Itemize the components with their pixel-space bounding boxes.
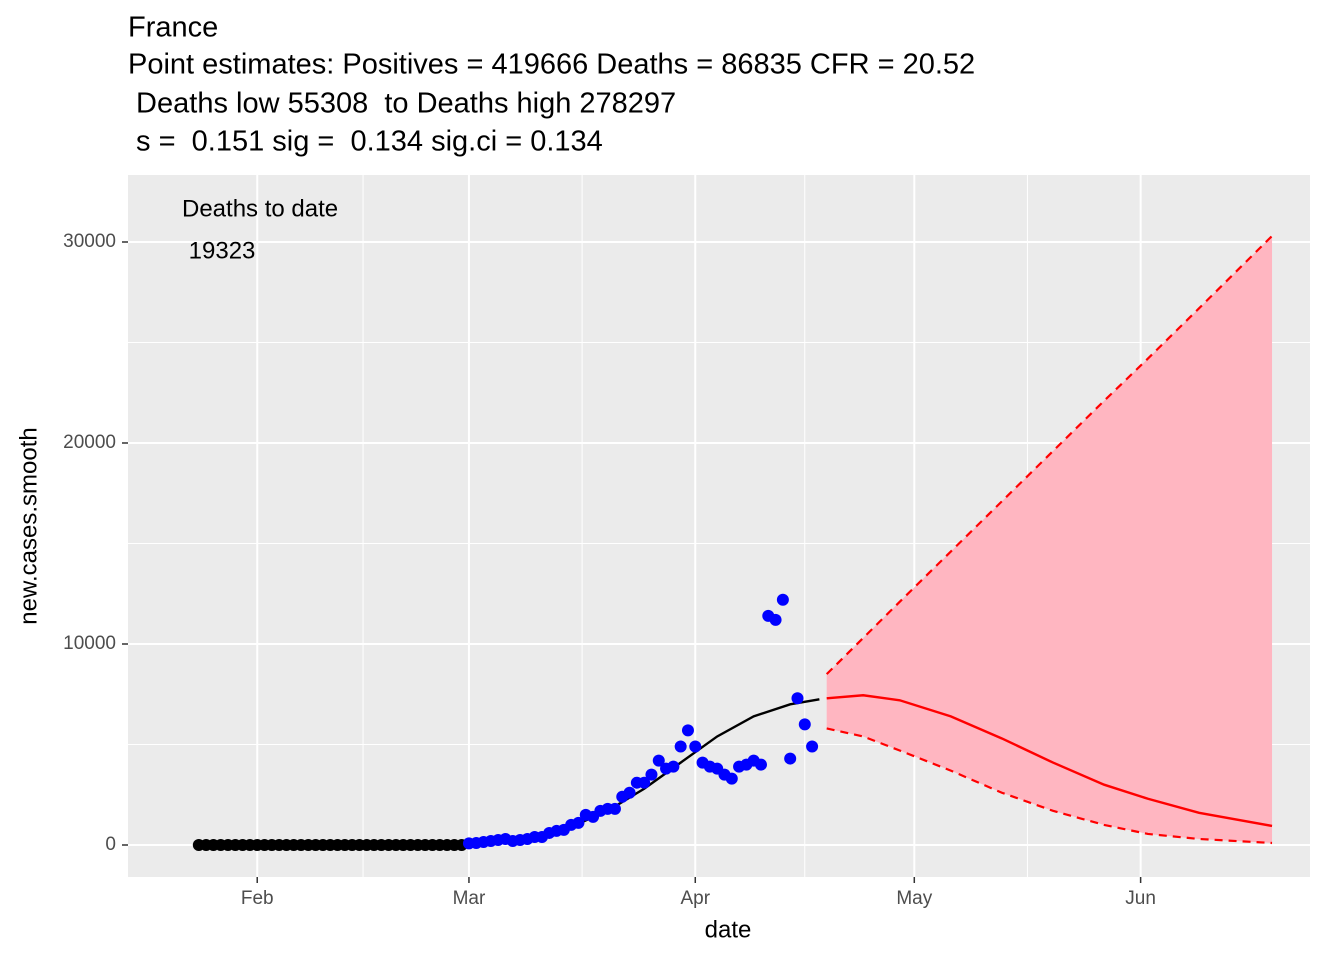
- x-tick-label: May: [896, 888, 932, 909]
- data-point: [608, 802, 621, 815]
- annotation: Deaths to date: [182, 195, 338, 222]
- chart-subtitle: Deaths low 55308 to Deaths high 278297: [128, 88, 676, 120]
- y-tick-label: 20000: [63, 432, 116, 453]
- x-tick-label: Feb: [241, 888, 274, 909]
- data-point: [674, 740, 687, 753]
- x-tick-label: Apr: [680, 888, 710, 909]
- data-point: [784, 752, 797, 765]
- data-point: [798, 718, 811, 731]
- annotation: 19323: [182, 237, 255, 264]
- chart-subtitle: s = 0.151 sig = 0.134 sig.ci = 0.134: [128, 126, 603, 158]
- data-point: [638, 776, 651, 789]
- x-tick-label: Mar: [453, 888, 486, 909]
- data-point: [645, 768, 658, 781]
- ribbon-edge: [826, 727, 1273, 845]
- data-point: [689, 740, 702, 753]
- y-tick-label: 0: [105, 834, 116, 855]
- chart-title: France: [128, 12, 218, 44]
- x-tick-label: Jun: [1125, 888, 1156, 909]
- data-point: [806, 740, 819, 753]
- y-tick-label: 10000: [63, 633, 116, 654]
- data-point: [769, 613, 782, 626]
- data-point: [725, 772, 738, 785]
- data-point: [623, 786, 636, 799]
- data-point: [572, 816, 585, 829]
- data-point: [681, 724, 694, 737]
- x-axis-title: date: [705, 916, 752, 943]
- y-axis-title: new.cases.smooth: [15, 427, 42, 624]
- y-tick-label: 30000: [63, 231, 116, 252]
- confidence-ribbon: [826, 235, 1273, 843]
- data-point: [652, 754, 665, 767]
- data-point: [776, 593, 789, 606]
- data-point: [791, 692, 804, 705]
- ribbon-edge: [825, 235, 1273, 675]
- chart-subtitle: Point estimates: Positives = 419666 Deat…: [128, 49, 975, 81]
- data-point: [754, 758, 767, 771]
- fit-line: [826, 694, 1273, 828]
- data-point: [667, 760, 680, 773]
